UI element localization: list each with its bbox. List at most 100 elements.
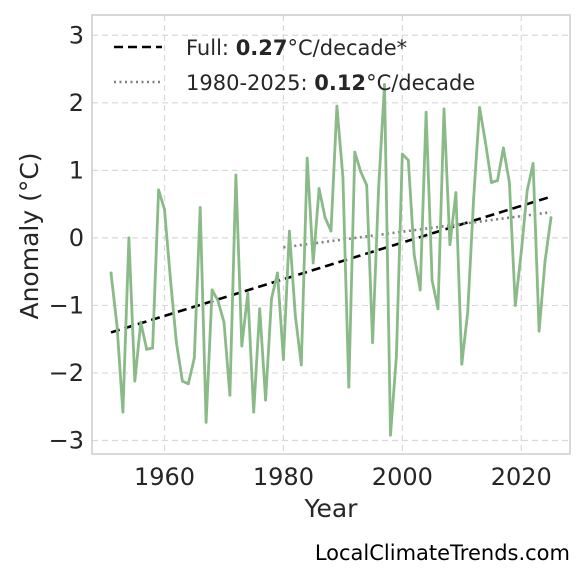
data-point [121,410,125,414]
data-point [139,320,143,324]
data-point [347,385,351,389]
y-tick-label: 1 [69,156,84,184]
legend-full-unit: °C/decade [288,36,397,60]
data-point [305,156,309,160]
data-point [341,175,345,179]
data-point [157,188,160,192]
data-point [192,356,196,360]
data-point [311,261,315,265]
data-point [365,183,369,187]
data-point [169,278,172,282]
data-point [537,329,541,333]
data-point [549,216,553,220]
data-point [484,141,487,145]
x-tick-label: 2000 [372,463,433,491]
data-point [418,288,422,292]
data-point [466,310,470,314]
y-tick-label: 2 [69,89,84,117]
data-point [359,170,363,174]
data-point [478,106,482,109]
x-axis-ticks: 1960 1980 2000 2020 [134,463,552,491]
plot-frame [91,14,571,455]
data-point [371,341,375,344]
data-point [175,341,178,344]
legend-full-name: Full [186,36,222,60]
legend-label-recent: 1980-2025: 0.12°C/decade [186,71,475,95]
y-tick-label: −2 [49,359,84,387]
data-point [472,195,476,199]
data-point [282,358,285,361]
data-point [490,181,493,184]
data-point [496,179,499,182]
data-point [270,297,273,301]
data-point [276,271,279,275]
data-point [210,288,214,292]
data-point [323,216,327,220]
legend-recent-rate: 0.12 [314,71,366,95]
data-point [133,379,137,383]
data-point [502,146,505,150]
data-point [317,187,321,190]
data-point [287,229,291,233]
data-point [222,320,226,324]
data-point [400,152,404,156]
data-point [204,420,208,424]
data-point [448,243,452,247]
data-point [424,110,428,114]
data-point [394,354,398,358]
data-point [216,299,220,303]
data-point [454,191,458,195]
data-point [246,291,250,295]
data-point [335,104,339,108]
data-point [430,279,434,282]
data-point [519,251,523,255]
credit-text: LocalClimateTrends.com [315,541,570,565]
data-point [412,253,416,257]
trend-lines [110,195,552,334]
data-point [115,324,119,328]
data-point [109,271,113,275]
data-point [513,304,517,307]
legend-recent-unit: °C/decade [366,71,475,95]
data-point [383,83,386,86]
data-point [127,236,131,240]
legend-full-mark: * [397,36,408,60]
data-point [163,208,166,211]
data-point [299,363,303,367]
data-point [531,162,535,165]
y-tick-label: −3 [49,426,84,454]
data-point [252,410,256,414]
data-point [151,346,155,350]
data-point [507,181,511,184]
x-tick-label: 1980 [253,463,314,491]
data-point [228,393,232,397]
data-point [353,150,357,154]
data-series [109,83,553,437]
data-point [198,206,202,209]
data-point [442,107,446,111]
y-axis-ticks: −3 −2 −1 0 1 2 3 [49,21,84,454]
y-axis-label: Anomaly (°C) [15,152,44,319]
data-point [525,189,529,193]
x-axis-label: Year [304,494,359,523]
y-tick-label: 0 [69,224,84,252]
grid-lines [92,15,570,454]
y-tick-label: 3 [69,21,84,49]
x-tick-label: 1960 [134,463,195,491]
data-point [293,314,297,317]
trend-line-full [110,195,552,334]
data-point [180,379,184,383]
data-point [264,398,268,402]
legend: Full: 0.27°C/decade* 1980-2025: 0.12°C/d… [114,36,475,95]
trend-line-recent [283,210,552,249]
data-point [406,158,410,162]
data-point [329,229,333,233]
y-tick-label: −1 [49,291,84,319]
data-point [258,307,262,311]
data-point [389,433,392,437]
legend-full-rate: 0.27 [236,36,288,60]
data-point [377,187,380,190]
series-line [109,83,553,437]
